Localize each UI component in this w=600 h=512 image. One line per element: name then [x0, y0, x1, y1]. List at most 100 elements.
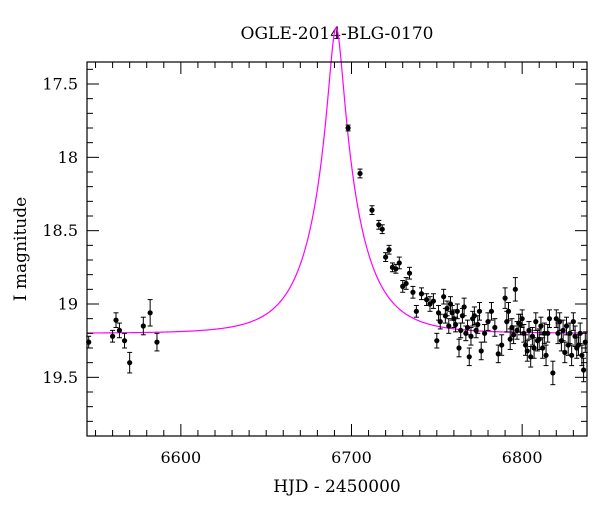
data-marker — [444, 305, 450, 311]
data-point — [502, 287, 508, 309]
data-marker — [383, 254, 389, 260]
data-point — [560, 319, 566, 342]
data-point — [577, 322, 583, 345]
data-marker — [545, 330, 551, 336]
data-point — [529, 326, 535, 346]
data-point — [453, 316, 459, 333]
data-point — [389, 262, 396, 273]
data-marker — [563, 323, 570, 329]
data-marker — [376, 222, 382, 228]
data-point — [466, 347, 472, 367]
data-point — [396, 256, 402, 270]
data-point — [113, 312, 119, 328]
data-marker — [437, 319, 443, 325]
x-tick-label: 6700 — [331, 448, 372, 467]
data-point — [476, 302, 483, 321]
data-point — [427, 296, 433, 312]
data-marker — [562, 349, 568, 355]
data-marker — [127, 360, 133, 366]
data-marker — [441, 294, 447, 300]
data-marker — [454, 308, 460, 314]
data-point — [418, 287, 425, 301]
data-point — [492, 318, 498, 337]
data-point — [444, 300, 450, 317]
y-axis: 17.5 18 18.5 19 19.5 — [42, 68, 587, 437]
model-curve — [86, 26, 588, 334]
plot-area — [86, 26, 588, 386]
data-point — [499, 334, 505, 356]
data-point — [430, 293, 437, 309]
y-tick-label: 19 — [58, 295, 78, 314]
data-point — [485, 312, 491, 331]
x-tick-label: 6800 — [502, 448, 543, 467]
data-point — [109, 329, 116, 343]
data-point — [505, 302, 512, 321]
data-marker — [413, 308, 419, 314]
data-marker — [538, 323, 544, 329]
data-marker — [369, 207, 375, 213]
data-point — [147, 299, 153, 327]
data-point — [478, 341, 484, 361]
data-point — [488, 302, 495, 321]
data-marker — [570, 319, 576, 325]
data-marker — [386, 247, 392, 253]
data-point — [454, 303, 460, 320]
y-tick-label: 17.5 — [42, 75, 78, 94]
data-marker — [410, 289, 416, 295]
data-marker — [453, 321, 459, 328]
data-point — [569, 344, 575, 367]
data-point — [464, 319, 471, 336]
data-marker — [526, 327, 532, 333]
x-axis-label: HJD - 2450000 — [273, 477, 401, 497]
data-point — [461, 297, 467, 317]
data-marker — [464, 324, 471, 331]
data-marker — [524, 348, 530, 354]
data-point — [379, 224, 385, 235]
data-point — [400, 280, 406, 293]
data-point — [154, 332, 160, 352]
y-tick-label: 18.5 — [42, 221, 78, 240]
data-marker — [113, 317, 119, 323]
data-marker — [567, 330, 573, 336]
data-point — [526, 321, 532, 340]
data-marker — [423, 297, 430, 303]
data-marker — [430, 298, 437, 304]
data-point — [524, 340, 530, 362]
data-marker — [406, 270, 413, 276]
data-point — [376, 219, 382, 230]
data-point — [369, 205, 375, 216]
axes-frame — [86, 61, 588, 437]
data-marker — [560, 327, 566, 333]
y-tick-label: 18 — [58, 148, 78, 167]
data-point — [116, 322, 123, 339]
data-marker — [512, 286, 518, 292]
data-marker — [482, 330, 488, 336]
data-marker — [555, 330, 561, 336]
data-marker — [579, 352, 585, 358]
data-marker — [475, 321, 481, 328]
data-marker — [466, 354, 472, 360]
data-marker — [418, 291, 425, 297]
data-marker — [396, 260, 402, 266]
data-point — [495, 344, 501, 364]
data-point — [386, 244, 392, 255]
data-point — [567, 322, 573, 345]
data-point — [127, 351, 133, 374]
data-marker — [379, 226, 385, 232]
data-marker — [154, 339, 160, 345]
data-marker — [140, 323, 146, 329]
x-axis: 6600 6700 6800 — [95, 62, 574, 467]
data-points — [86, 124, 588, 386]
data-marker — [533, 319, 539, 325]
data-point — [512, 277, 518, 302]
data-marker — [458, 327, 464, 333]
x-tick-label: 6600 — [160, 448, 201, 467]
data-marker — [505, 308, 512, 314]
data-marker — [488, 308, 495, 314]
data-point — [555, 322, 561, 345]
data-marker — [543, 352, 549, 358]
data-point — [434, 332, 440, 349]
data-marker — [468, 333, 474, 339]
data-marker — [577, 330, 583, 336]
data-marker — [476, 308, 483, 314]
